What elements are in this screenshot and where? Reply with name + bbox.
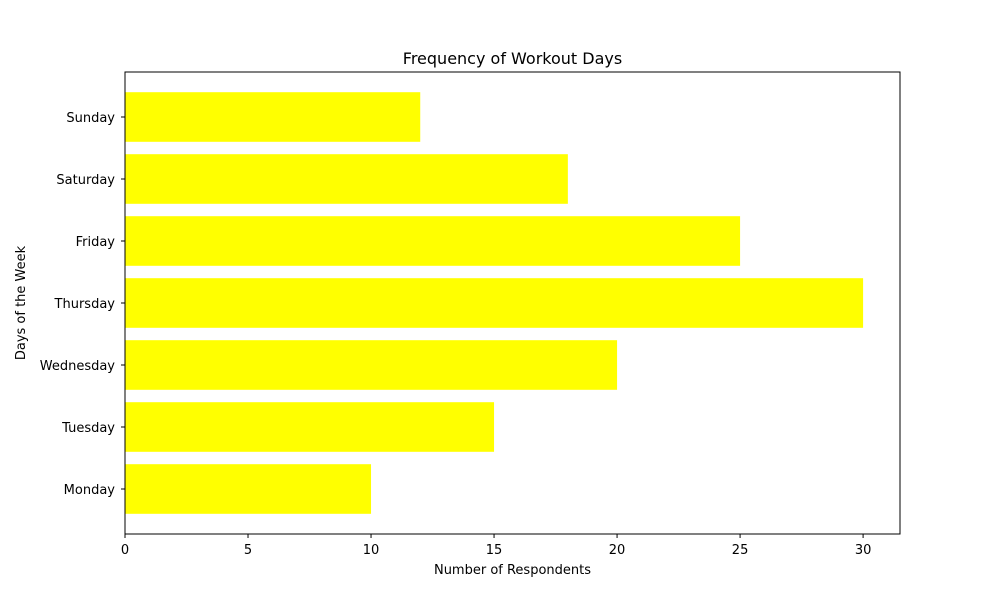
y-tick-label-tuesday: Tuesday — [61, 421, 115, 436]
x-tick-label-0: 0 — [121, 543, 129, 558]
bar-friday — [125, 216, 741, 266]
chart-title: Frequency of Workout Days — [403, 49, 622, 68]
y-tick-label-thursday: Thursday — [54, 297, 116, 312]
y-tick-label-sunday: Sunday — [66, 111, 115, 126]
bar-tuesday — [125, 402, 495, 452]
y-tick-label-wednesday: Wednesday — [40, 359, 116, 374]
y-axis-label: Days of the Week — [14, 245, 29, 360]
x-tick-label-30: 30 — [855, 543, 872, 558]
y-axis-ticks: Monday Tuesday Wednesday Thursday Friday Satu… — [40, 111, 125, 498]
x-axis-label: Number of Respondents — [434, 563, 591, 578]
bar-saturday — [125, 154, 568, 204]
x-tick-label-10: 10 — [363, 543, 380, 558]
bar-wednesday — [125, 340, 618, 390]
x-axis-ticks: 0 5 10 15 20 25 30 — [121, 534, 872, 558]
bar-thursday — [125, 278, 864, 328]
plot-frame — [124, 71, 901, 535]
y-tick-label-friday: Friday — [76, 235, 116, 250]
bars-group — [125, 92, 864, 514]
x-tick-label-5: 5 — [244, 543, 252, 558]
x-tick-label-25: 25 — [732, 543, 749, 558]
y-tick-label-saturday: Saturday — [56, 173, 115, 188]
y-tick-label-monday: Monday — [64, 483, 116, 498]
bar-sunday — [125, 92, 421, 142]
bar-monday — [125, 464, 372, 514]
x-tick-label-20: 20 — [609, 543, 626, 558]
x-tick-label-15: 15 — [486, 543, 503, 558]
